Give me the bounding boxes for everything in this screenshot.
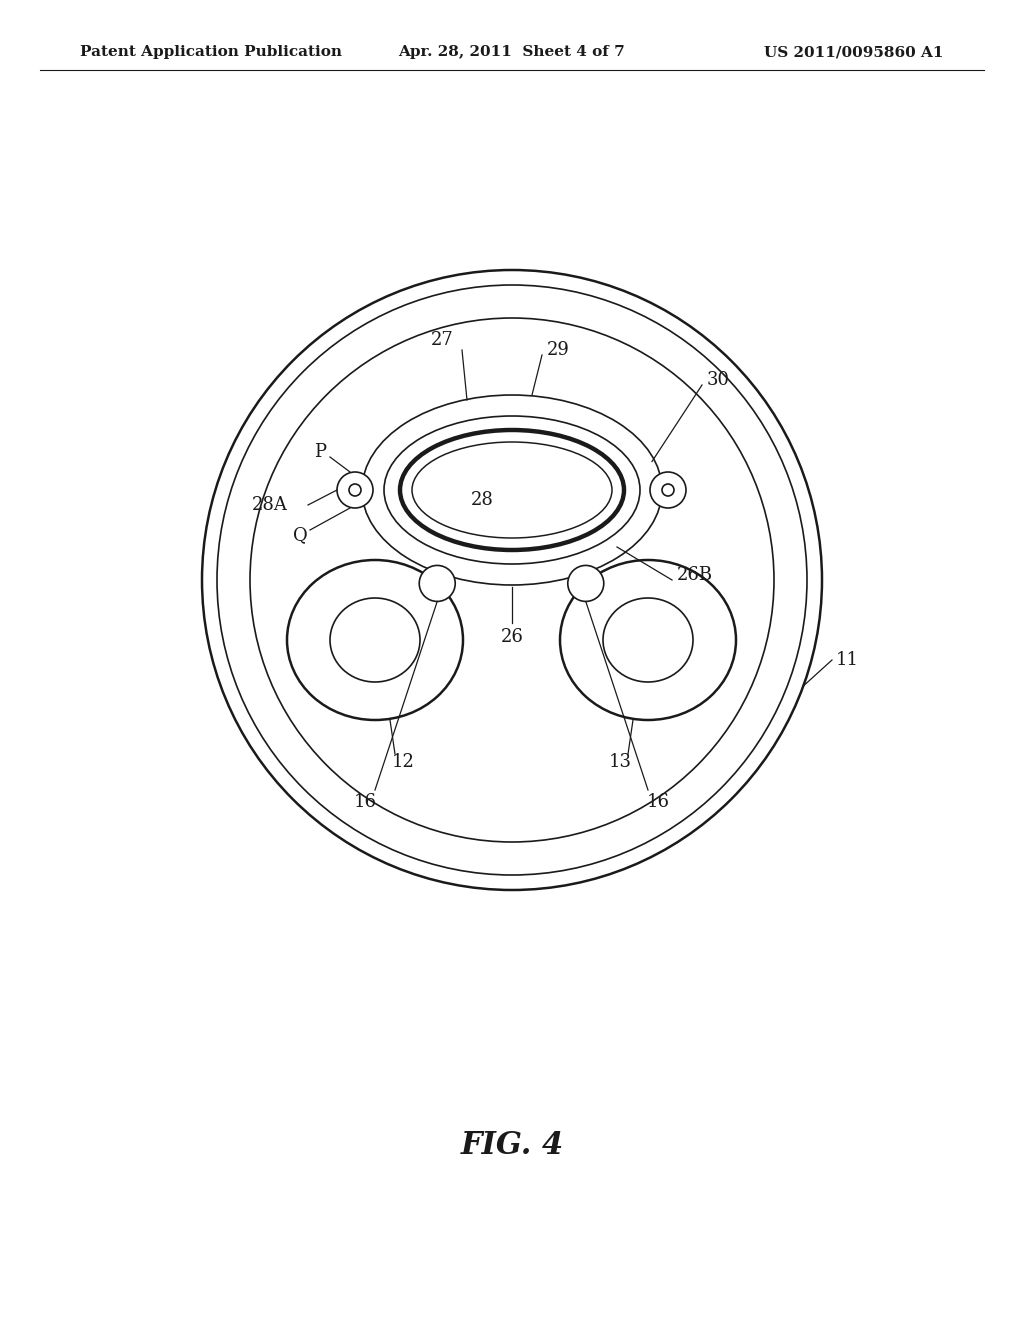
Ellipse shape xyxy=(398,428,626,552)
Circle shape xyxy=(337,473,373,508)
Text: 28: 28 xyxy=(471,491,494,510)
Ellipse shape xyxy=(560,560,736,719)
Text: 26: 26 xyxy=(501,628,523,645)
Ellipse shape xyxy=(330,598,420,682)
Text: 29: 29 xyxy=(547,341,570,359)
Ellipse shape xyxy=(603,598,693,682)
Text: 27: 27 xyxy=(431,331,454,348)
Text: 30: 30 xyxy=(707,371,730,389)
Text: US 2011/0095860 A1: US 2011/0095860 A1 xyxy=(765,45,944,59)
Text: P: P xyxy=(314,444,326,461)
Circle shape xyxy=(419,565,456,602)
Text: FIG. 4: FIG. 4 xyxy=(461,1130,563,1160)
Text: 28A: 28A xyxy=(252,496,288,513)
Circle shape xyxy=(650,473,686,508)
Text: 16: 16 xyxy=(353,793,377,810)
Circle shape xyxy=(567,565,604,602)
Text: 16: 16 xyxy=(646,793,670,810)
Text: Apr. 28, 2011  Sheet 4 of 7: Apr. 28, 2011 Sheet 4 of 7 xyxy=(398,45,626,59)
Text: 13: 13 xyxy=(608,752,632,771)
Text: Patent Application Publication: Patent Application Publication xyxy=(80,45,342,59)
Ellipse shape xyxy=(362,395,662,585)
Text: 11: 11 xyxy=(836,651,859,669)
Text: Q: Q xyxy=(293,525,307,544)
Ellipse shape xyxy=(287,560,463,719)
Ellipse shape xyxy=(384,416,640,564)
Text: 26B: 26B xyxy=(677,566,713,583)
Text: 12: 12 xyxy=(391,752,415,771)
